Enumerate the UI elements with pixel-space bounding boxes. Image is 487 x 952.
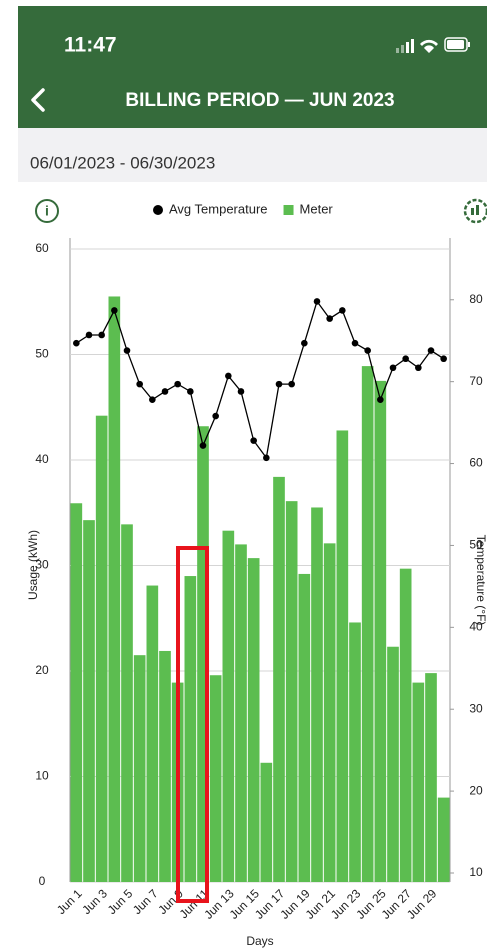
temperature-point: [440, 355, 447, 363]
header-title: BILLING PERIOD — JUN 2023: [125, 90, 394, 111]
bar: [184, 576, 197, 882]
temperature-point: [402, 355, 409, 363]
svg-text:i: i: [45, 203, 49, 219]
temperature-point: [136, 380, 143, 388]
temperature-point: [161, 388, 169, 395]
y-tick-label: 50: [35, 347, 49, 361]
temperature-point: [351, 339, 359, 347]
temperature-point: [212, 412, 219, 420]
temperature-line: [75, 299, 445, 460]
temperature-point: [275, 380, 283, 388]
temperature-point: [85, 331, 93, 339]
bar: [235, 544, 247, 882]
y2-tick-label: 20: [469, 783, 483, 797]
bar: [209, 675, 222, 882]
app-header: [18, 6, 487, 128]
status-time: 11:47: [64, 34, 117, 57]
temperature-point: [98, 331, 105, 339]
temperature-point: [225, 372, 232, 380]
bar: [273, 476, 285, 882]
bar: [260, 762, 273, 882]
temperature-point: [73, 339, 80, 347]
y2-tick-label: 10: [469, 865, 483, 879]
temperature-point: [187, 388, 194, 395]
bar: [197, 426, 209, 882]
bar: [285, 501, 298, 882]
bar: [70, 503, 83, 882]
bar: [437, 797, 450, 882]
bar: [146, 585, 159, 882]
y2-tick-label: 30: [469, 701, 483, 715]
temperature-point: [427, 347, 435, 354]
y-tick-label: 0: [39, 874, 46, 888]
bar: [298, 573, 311, 882]
temperature-point: [415, 364, 422, 372]
temperature-point: [199, 442, 207, 449]
status-icons: [396, 37, 470, 53]
temperature-point: [288, 380, 295, 388]
y-axis-title: Usage (kWh): [26, 530, 40, 600]
bar: [121, 524, 133, 882]
bar: [133, 655, 146, 882]
bar: [336, 430, 349, 882]
temperature-point: [313, 298, 321, 305]
bar: [108, 296, 121, 883]
bar: [374, 380, 387, 882]
bar: [247, 558, 260, 882]
bar: [95, 415, 108, 882]
legend-marker: [153, 205, 163, 215]
bar: [222, 530, 235, 882]
y-tick-label: 60: [35, 241, 49, 255]
legend-label: Meter: [300, 201, 334, 216]
legend-marker: [283, 205, 294, 215]
temperature-point: [377, 396, 384, 403]
y-tick-label: 20: [35, 663, 49, 677]
temperature-point: [123, 347, 131, 354]
bar: [387, 646, 399, 882]
bar: [159, 650, 171, 882]
y2-tick-label: 40: [469, 619, 483, 633]
temperature-point: [149, 396, 156, 403]
bar: [349, 622, 361, 882]
temperature-point: [237, 388, 245, 395]
settings-button[interactable]: [463, 198, 487, 224]
y-tick-label: 30: [35, 558, 49, 572]
temperature-point: [364, 347, 371, 354]
date-bar: [18, 128, 487, 182]
legend-label: Avg Temperature: [169, 201, 268, 216]
temperature-point: [250, 437, 257, 444]
date-range: 06/01/2023 - 06/30/2023: [30, 153, 215, 172]
temperature-point: [174, 380, 181, 388]
bar: [361, 366, 374, 883]
bar: [323, 543, 336, 882]
temperature-point: [339, 307, 346, 314]
x-axis-title: Days: [246, 934, 273, 948]
temperature-point: [301, 339, 308, 347]
bar: [399, 568, 412, 882]
y-tick-label: 10: [35, 769, 49, 783]
y-tick-label: 40: [35, 452, 49, 466]
bar: [83, 520, 95, 882]
bar: [425, 673, 437, 882]
temperature-point: [263, 454, 270, 462]
temperature-point: [326, 315, 333, 322]
y2-tick-label: 70: [469, 374, 483, 388]
bar: [311, 507, 323, 882]
temperature-point: [389, 364, 397, 372]
y2-axis-title: Temperature (°F): [474, 535, 487, 626]
bar: [412, 682, 425, 882]
y2-tick-label: 80: [469, 292, 483, 306]
back-button[interactable]: [31, 88, 45, 112]
info-button[interactable]: i: [35, 199, 59, 223]
highlight-box: [176, 546, 209, 903]
temperature-point: [111, 307, 118, 314]
y2-tick-label: 60: [469, 456, 483, 470]
y2-tick-label: 50: [469, 538, 483, 552]
